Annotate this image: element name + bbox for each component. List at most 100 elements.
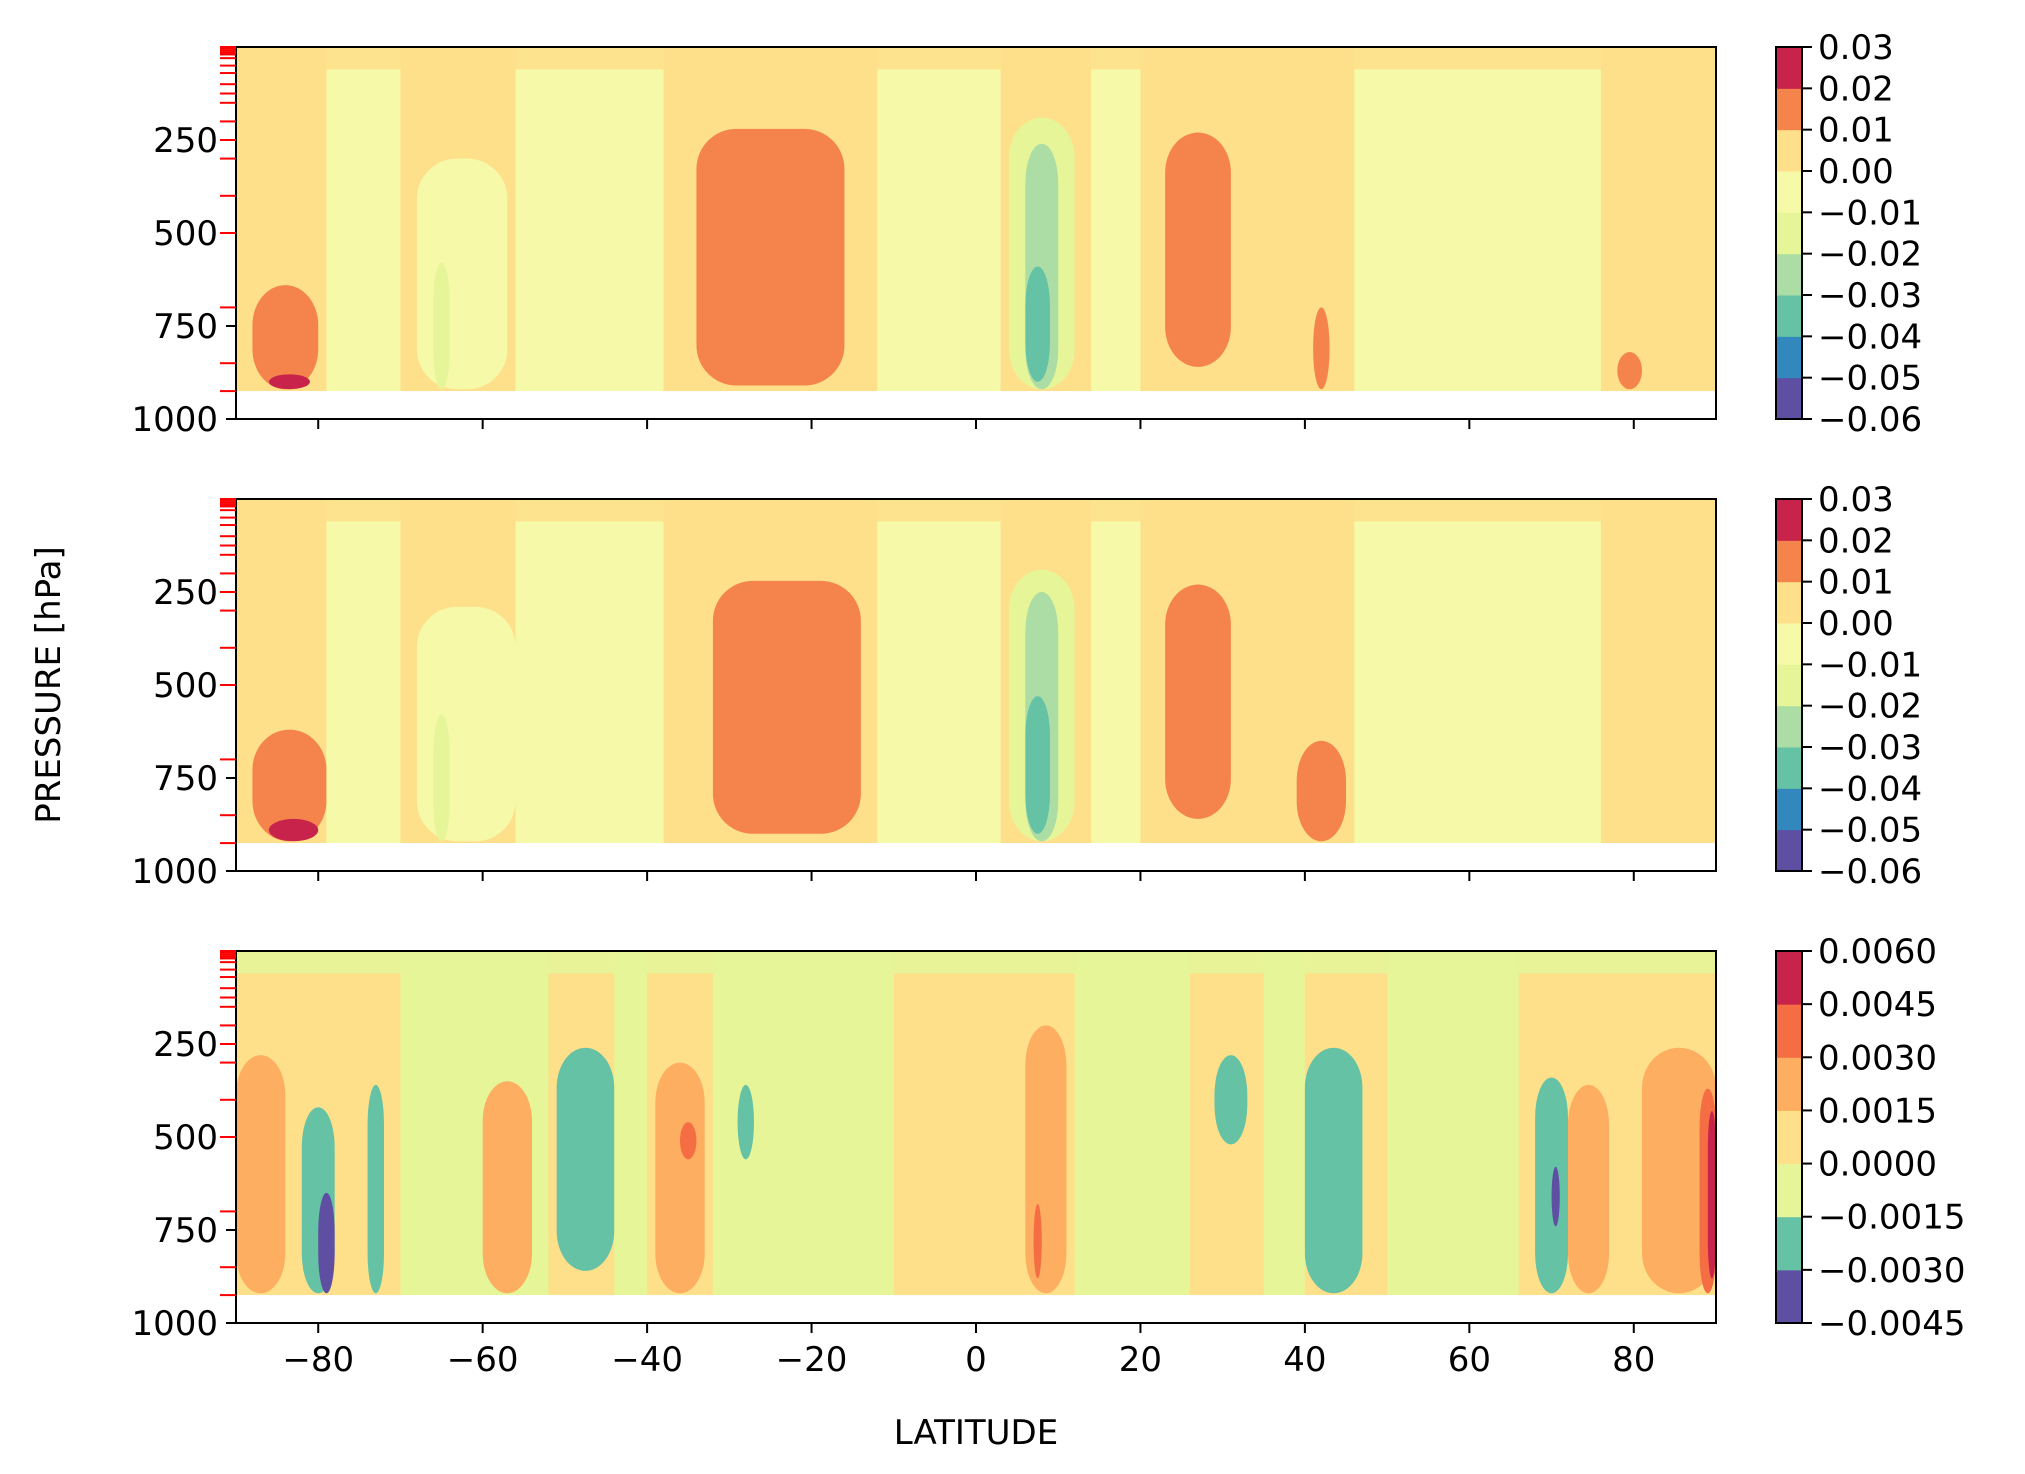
colorbar-segment [1776, 664, 1802, 707]
field-feature [1033, 1203, 1042, 1279]
x-axis-bottom: −80 −60 −40 −20 0 20 40 60 80 [282, 1323, 1655, 1380]
colorbar-segment [1776, 540, 1802, 583]
y-tick-label: 250 [153, 573, 218, 613]
colorbar-segment [1776, 1057, 1802, 1111]
x-ticks-top [317, 419, 1635, 429]
field-upper-band [236, 47, 1716, 70]
colorbar-segment [1776, 47, 1802, 89]
colorbar-segment [1776, 212, 1802, 255]
field-feature [1165, 132, 1231, 367]
field-feature [1436, 677, 1470, 842]
colorbar-segment [1776, 171, 1802, 213]
field-feature [1025, 696, 1050, 834]
colorbar-tick-label: 0.00 [1818, 604, 1894, 644]
colorbar-tick-label: −0.03 [1818, 728, 1922, 768]
colorbar-segment [1776, 951, 1802, 1005]
x-tick-label: 0 [965, 1340, 987, 1380]
colorbar-segment [1776, 1163, 1802, 1218]
y-tick-label: 1000 [131, 852, 218, 892]
colorbar-tick-label: −0.05 [1818, 811, 1922, 851]
x-tick-label: −20 [776, 1340, 848, 1380]
x-tick-label: 20 [1119, 1340, 1162, 1380]
field-band [877, 499, 1001, 844]
colorbar-segment [1776, 129, 1802, 172]
colorbar-top: 0.030.020.010.00−0.01−0.02−0.03−0.04−0.0… [1775, 28, 1922, 440]
field-band [1354, 47, 1601, 392]
field-band [1091, 47, 1141, 392]
colorbar-tick-label: −0.04 [1818, 769, 1922, 809]
field-feature [655, 1062, 705, 1294]
colorbar-segment [1776, 788, 1802, 831]
field-feature [680, 1122, 697, 1160]
field-feature [1568, 1084, 1610, 1294]
colorbar-tick-label: 0.03 [1818, 480, 1894, 520]
field-upper-band [236, 951, 1716, 974]
colorbar-segment [1776, 829, 1802, 872]
field-feature [416, 158, 508, 390]
panel-bottom: 250 500 750 1000 −80 −60 −40 −20 0 20 40 60 80 0.00… [131, 932, 1965, 1380]
x-tick-label: 60 [1448, 1340, 1491, 1380]
field-feature [737, 1084, 754, 1160]
field-feature [1707, 1110, 1716, 1279]
panel-middle: 250 500 750 1000 0.030.020.010.00−0.01−0.02… [131, 480, 1922, 892]
colorbar-tick-label: −0.0015 [1818, 1198, 1965, 1238]
field-band [1354, 499, 1601, 844]
x-ticks-middle [317, 871, 1635, 881]
field-band [326, 499, 401, 844]
y-tick-label: 250 [153, 121, 218, 161]
plot-area-bottom [236, 951, 1716, 1323]
y-tick-label: 750 [153, 759, 218, 799]
field-feature [1304, 1047, 1363, 1294]
field-feature [1617, 352, 1642, 390]
colorbar-tick-label: 0.0015 [1818, 1091, 1937, 1131]
colorbar-segment [1776, 295, 1802, 337]
y-axis-title: PRESSURE [hPa] [29, 546, 69, 823]
x-tick-label: −60 [447, 1340, 519, 1380]
field-band [1091, 499, 1141, 844]
colorbar-frame [1775, 498, 1803, 872]
panel-top: 250 500 750 1000 0.030.020.010.00−0.01−0.02… [131, 28, 1922, 440]
field-feature [1642, 1047, 1716, 1294]
colorbar-tick-label: −0.02 [1818, 235, 1922, 275]
colorbar-segment [1776, 747, 1802, 789]
colorbar-tick-label: 0.0045 [1818, 985, 1937, 1025]
field-band [614, 951, 648, 1296]
y-axis-middle: 250 500 750 1000 [131, 498, 236, 892]
field-feature [433, 714, 450, 842]
field-feature [1551, 1166, 1560, 1227]
colorbar-tick-label: −0.04 [1818, 317, 1922, 357]
field-feature [1025, 266, 1050, 382]
colorbar-tick-label: −0.06 [1818, 852, 1922, 892]
colorbar-tick-label: −0.0045 [1818, 1304, 1965, 1344]
colorbar-tick-label: 0.00 [1818, 152, 1894, 192]
colorbar-segment [1776, 499, 1802, 541]
field-feature [1025, 1025, 1067, 1294]
y-axis-bottom: 250 500 750 1000 [131, 950, 236, 1344]
colorbar-frame [1775, 46, 1803, 420]
field-feature [367, 1084, 384, 1294]
field-feature [318, 1192, 335, 1294]
y-tick-label: 750 [153, 1211, 218, 1251]
colorbar-segment [1776, 88, 1802, 131]
field-feature [1436, 233, 1462, 390]
field-band [1387, 951, 1519, 1296]
plot-area-middle [236, 499, 1716, 871]
colorbar-segment [1776, 1269, 1802, 1324]
field-feature [236, 1055, 286, 1294]
field-band [515, 47, 664, 392]
colorbar-tick-label: −0.01 [1818, 645, 1922, 685]
x-axis-title: LATITUDE [894, 1413, 1058, 1453]
y-axis-top: 250 500 750 1000 [131, 46, 236, 440]
y-tick-label: 500 [153, 214, 218, 254]
colorbar-segment [1776, 1216, 1802, 1271]
field-band [877, 47, 1001, 392]
y-tick-label: 500 [153, 666, 218, 706]
x-tick-label: 80 [1612, 1340, 1655, 1380]
field-feature [268, 818, 319, 842]
below-surface-mask [236, 1295, 1716, 1323]
colorbar-tick-label: −0.01 [1818, 193, 1922, 233]
field-feature [1313, 307, 1330, 390]
field-feature [1535, 1077, 1568, 1294]
colorbar-tick-label: 0.01 [1818, 563, 1894, 603]
